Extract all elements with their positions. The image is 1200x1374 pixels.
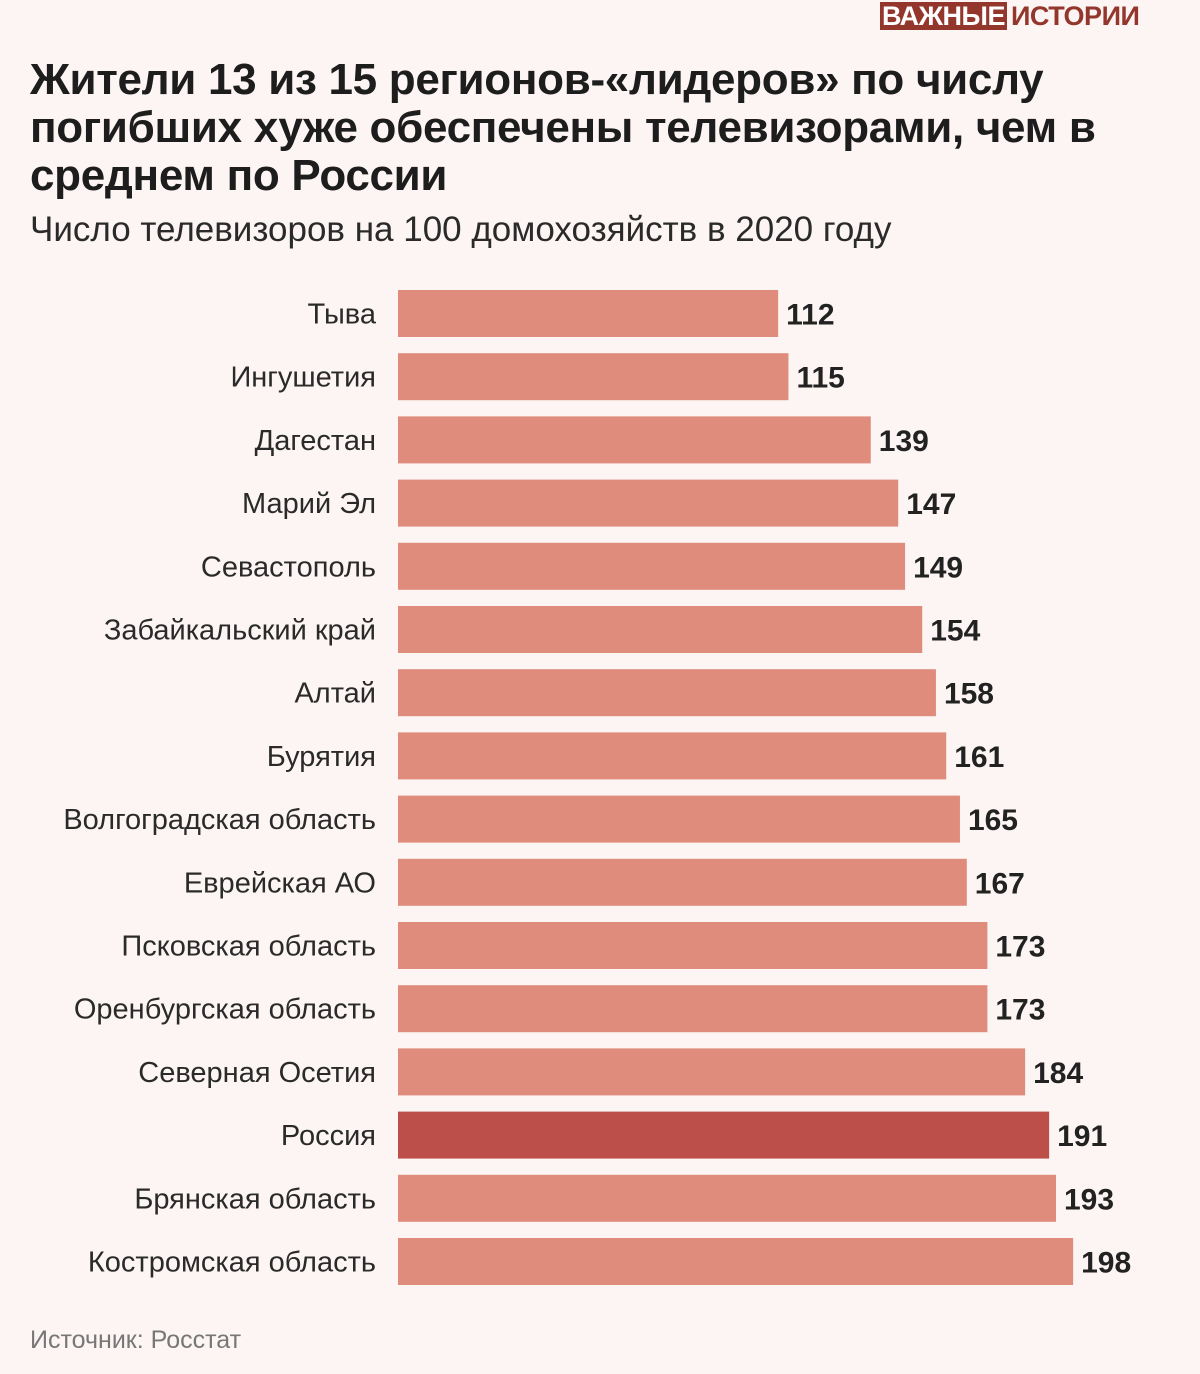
value-label: 158 [944,678,994,711]
value-label: 161 [954,741,1004,774]
value-label: 147 [906,488,956,521]
category-label: Севастополь [201,551,376,583]
bar [398,1238,1074,1285]
bar [398,479,899,527]
bar [398,985,988,1033]
category-label: Забайкальский край [104,615,376,647]
value-label: 184 [1033,1057,1083,1090]
category-label: Костромская область [88,1247,376,1279]
bar [398,858,967,906]
category-label: Оренбургская область [74,994,376,1026]
value-label: 149 [913,551,963,584]
logo: ВАЖНЫЕ ИСТОРИИ [880,1,1140,31]
bar [398,795,960,843]
category-label: Северная Осетия [138,1057,376,1089]
bar [398,1048,1026,1096]
value-label: 173 [995,931,1045,964]
source-note: Источник: Росстат [30,1326,242,1354]
value-label: 139 [879,425,929,458]
value-label: 173 [995,994,1045,1027]
category-label: Ингушетия [230,362,376,394]
value-label: 154 [930,615,980,648]
category-label: Еврейская АО [184,867,376,899]
logo-part1: ВАЖНЫЕ [880,1,1007,31]
category-label: Россия [281,1120,376,1152]
category-label: Брянская область [134,1183,376,1215]
bar-highlight [398,1111,1050,1159]
bar [398,669,936,717]
value-label: 115 [796,362,844,395]
category-label: Алтай [294,678,376,710]
category-label: Волгоградская область [63,804,376,836]
chart-title: Жители 13 из 15 регионов-«лидеров» по чи… [30,55,1096,200]
category-label: Дагестан [255,425,376,457]
value-label: 193 [1064,1183,1114,1216]
bar [398,542,906,590]
bar [398,1174,1056,1222]
value-label: 165 [968,804,1018,837]
value-label: 112 [786,299,834,332]
bar [398,922,988,969]
value-label: 198 [1081,1247,1131,1280]
bar [398,732,947,780]
chart-subtitle: Число телевизоров на 100 домохозяйств в … [30,210,892,249]
value-label: 191 [1057,1120,1107,1153]
logo-part2: ИСТОРИИ [1011,1,1140,31]
category-label: Бурятия [267,741,376,773]
value-label: 167 [975,867,1025,900]
category-label: Марий Эл [242,488,376,520]
bar [398,606,923,653]
category-label: Псковская область [121,931,376,963]
category-label: Тыва [308,299,377,331]
bar [398,416,871,464]
bar [398,290,779,337]
bar [398,353,789,401]
